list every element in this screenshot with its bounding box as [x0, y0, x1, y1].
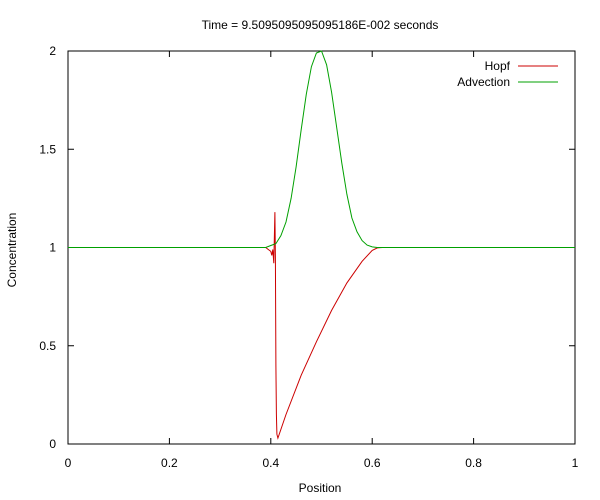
x-axis: 0 0.2 0.4 0.6 0.8 1: [65, 51, 579, 470]
series-line-advection: [68, 50, 575, 248]
legend: Hopf Advection: [457, 59, 558, 89]
y-tick-label: 0: [49, 437, 56, 451]
series-line-hopf: [68, 212, 575, 440]
x-tick-label: 1: [572, 456, 579, 470]
legend-label-hopf: Hopf: [485, 59, 511, 73]
y-tick-label: 1: [49, 241, 56, 255]
x-axis-label: Position: [299, 481, 342, 495]
chart-title: Time = 9.5095095095095186E-002 seconds: [202, 18, 439, 32]
y-axis: 0 0.5 1 1.5 2: [39, 44, 575, 451]
legend-label-advection: Advection: [457, 75, 510, 89]
y-tick-label: 2: [49, 44, 56, 58]
x-tick-label: 0.2: [161, 456, 178, 470]
series-group: [68, 50, 575, 440]
y-tick-label: 1.5: [39, 142, 56, 156]
x-tick-label: 0.8: [465, 456, 482, 470]
x-tick-label: 0: [65, 456, 72, 470]
x-tick-label: 0.6: [364, 456, 381, 470]
y-tick-label: 0.5: [39, 339, 56, 353]
y-axis-label: Concentration: [5, 213, 19, 288]
x-tick-label: 0.4: [262, 456, 279, 470]
